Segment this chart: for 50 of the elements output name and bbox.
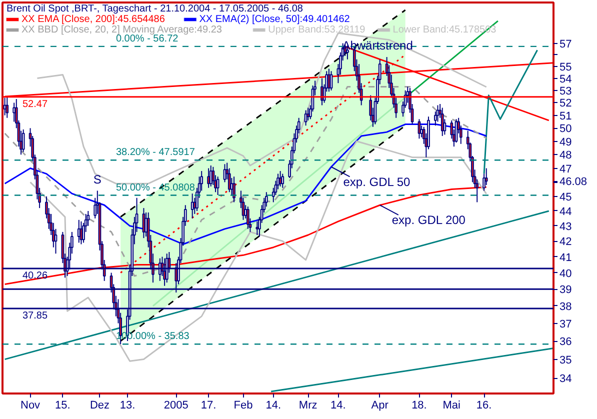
legend-label: XX EMA(2) [Close, 50]:49.401462 [199, 14, 350, 25]
x-tick-label: Mai [442, 400, 461, 412]
x-tick-label: Nov [20, 400, 41, 412]
annotation: S [93, 172, 102, 186]
x-tick-label: Feb [234, 400, 253, 412]
x-tick-label: 13. [120, 400, 136, 412]
x-tick-label: 16. [476, 400, 492, 412]
legend-label: XX EMA [Close, 200]:45.654486 [22, 14, 166, 25]
ref-line-label: 52.47 [22, 98, 48, 110]
y-tick-label: 36 [560, 336, 572, 348]
y-tick-label: 48 [560, 150, 572, 162]
y-tick-label: 43 [560, 220, 572, 233]
x-tick-label: 14. [266, 400, 282, 412]
y-tick-label: 50 [560, 123, 572, 136]
y-tick-label: 53 [560, 85, 572, 98]
y-tick-label: 37 [560, 318, 572, 330]
x-tick-label: 2005 [164, 400, 188, 412]
annotation: 50.00% - 45.0808 [116, 182, 196, 194]
x-tick-label: 17. [200, 400, 216, 412]
y-tick-label: 49 [560, 136, 572, 148]
ref-line-label: 37.85 [22, 310, 48, 322]
x-tick-label: Dez [90, 400, 110, 412]
y-tick-label: 55 [560, 61, 572, 74]
y-tick-label: 47 [560, 163, 572, 176]
y-tick-label: 39 [560, 284, 572, 296]
y-tick-label: 44 [560, 206, 572, 218]
x-tick-label: Mrz [298, 400, 318, 412]
annotation: exp. GDL 200 [392, 213, 466, 228]
y-tick-label: 38 [560, 300, 572, 313]
chart-title: Brent Oil Spot ,BRT-, Tageschart - 21.10.2004 - 17.05.2005 - 46.08 [6, 4, 304, 14]
x-tick-label: 14. [330, 400, 346, 412]
y-tick-label: 46.08 [560, 176, 588, 188]
y-tick-label: 40 [560, 268, 572, 280]
annotation: 38.20% - 47.5917 [116, 147, 196, 158]
y-tick-label: 54 [560, 73, 572, 86]
y-tick-label: 45 [560, 191, 572, 204]
legend-label: Upper Band:53.28119 [268, 24, 366, 36]
x-tick-label: 18. [412, 400, 427, 412]
y-tick-label: 51 [560, 110, 572, 122]
y-tick-label: 34 [560, 373, 572, 386]
y-tick-label: 41 [560, 252, 572, 264]
legend-label: XX BBD [Close, 20, 2] Moving Average:49.23 [22, 24, 222, 36]
annotation: 0.00% - 56.72 [116, 33, 179, 44]
y-tick-label: 35 [560, 354, 572, 366]
y-tick-label: 57 [560, 38, 572, 50]
y-tick-label: 52 [560, 98, 572, 110]
annotation: exp. GDL 50 [343, 174, 410, 189]
x-tick-label: 15. [55, 400, 70, 412]
y-tick-label: 42 [560, 236, 572, 248]
x-tick-label: Apr [371, 400, 389, 412]
